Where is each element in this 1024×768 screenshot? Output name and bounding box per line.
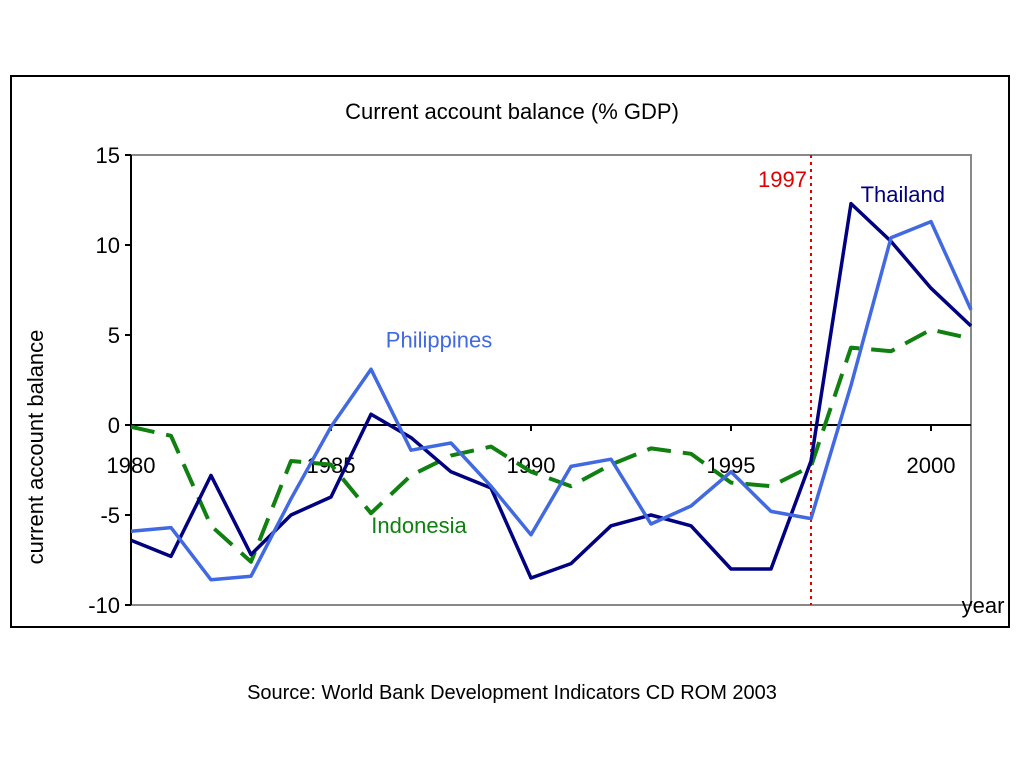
y-axis-label: current account balance xyxy=(23,330,48,565)
plot-border-rect xyxy=(130,154,972,606)
y-tick-label: 5 xyxy=(108,323,120,348)
y-tick-label: -5 xyxy=(100,503,120,528)
chart-frame: -10 -5 0 5 10 15 1980 1985 1990 1995 2000 1997 Thai… xyxy=(10,75,1010,628)
series-line-philippines xyxy=(130,219,973,582)
y-tick-label: 10 xyxy=(96,233,120,258)
series-lines xyxy=(130,201,973,582)
x-axis-label: year xyxy=(962,593,1005,618)
series-line-thailand xyxy=(130,201,973,580)
series-label-thailand: Thailand xyxy=(861,182,945,207)
plot-border xyxy=(130,154,972,606)
y-tick-label: 0 xyxy=(108,413,120,438)
x-tick-label: 1990 xyxy=(507,453,556,478)
series-line-indonesia xyxy=(130,327,972,564)
y-tick-label: 15 xyxy=(96,143,120,168)
x-tick-label: 1980 xyxy=(107,453,156,478)
series-label-philippines: Philippines xyxy=(386,328,492,353)
labels: 1997 Thailand Philippines Indonesia xyxy=(371,167,945,538)
annotation-label-1997: 1997 xyxy=(758,167,807,192)
y-tick-label: -10 xyxy=(88,593,120,618)
source-note: Source: World Bank Development Indicator… xyxy=(247,682,777,704)
chart-title: Current account balance (% GDP) xyxy=(345,99,679,124)
x-tick-label: 2000 xyxy=(907,453,956,478)
series-label-indonesia: Indonesia xyxy=(371,513,467,538)
